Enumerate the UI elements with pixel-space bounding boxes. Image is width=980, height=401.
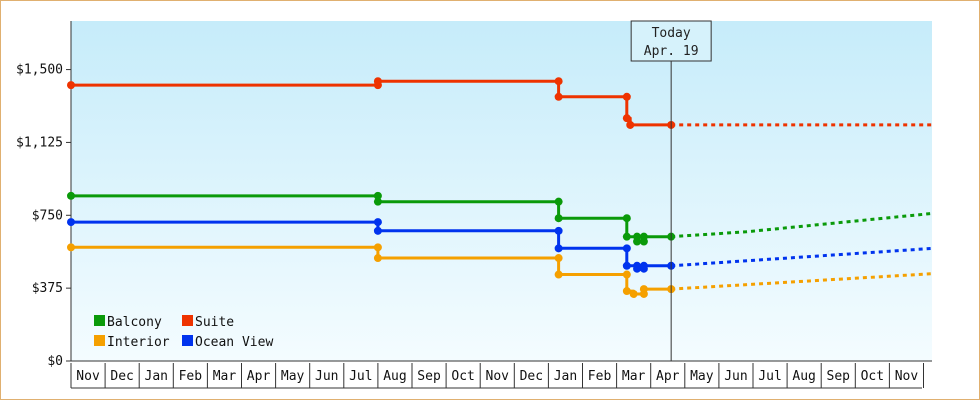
series-forecast-balcony: [671, 211, 934, 239]
data-point-ocean-view: [639, 261, 648, 270]
data-point-balcony: [67, 191, 75, 200]
y-tick-label: $0: [47, 354, 63, 369]
data-point-interior: [67, 243, 75, 252]
y-tick-label: $1,500: [16, 63, 63, 78]
x-tick-label: Feb: [588, 369, 612, 384]
data-point-ocean-view: [373, 218, 382, 227]
x-tick-label: Aug: [383, 369, 406, 384]
x-tick-label: Oct: [861, 369, 884, 384]
data-point-suite: [373, 77, 382, 86]
series-forecast-ocean-view: [671, 246, 934, 268]
x-tick-label: Nov: [486, 369, 510, 384]
data-point-balcony: [633, 237, 642, 246]
x-tick-label: Mar: [622, 369, 646, 384]
x-tick-label: Nov: [895, 369, 919, 384]
data-point-balcony: [373, 191, 382, 200]
x-tick-label: Jul: [349, 369, 372, 384]
x-tick-label: Oct: [451, 369, 474, 384]
legend-swatch: [94, 315, 105, 326]
data-point-balcony: [554, 197, 563, 206]
legend-label: Ocean View: [195, 335, 273, 350]
x-tick-label: Jun: [724, 369, 747, 384]
x-tick-label: Mar: [213, 369, 237, 384]
data-point-interior: [622, 270, 631, 279]
data-point-interior: [373, 254, 382, 263]
x-tick-label: Dec: [110, 369, 133, 384]
data-point-interior: [629, 289, 638, 298]
x-tick-label: May: [690, 369, 714, 384]
x-tick-label: Apr: [247, 369, 271, 384]
data-point-ocean-view: [633, 264, 642, 273]
series-forecast-interior: [671, 272, 934, 291]
data-point-ocean-view: [554, 244, 563, 253]
today-indicator: Today Apr. 19: [630, 20, 712, 361]
x-tick-label: Jun: [315, 369, 338, 384]
x-tick-label: Jan: [145, 369, 168, 384]
data-point-suite: [622, 114, 631, 123]
data-point-suite: [67, 81, 75, 90]
y-tick-label: $375: [32, 281, 63, 296]
data-point-suite: [554, 92, 563, 101]
legend-label: Interior: [107, 335, 170, 350]
data-point-balcony: [554, 214, 563, 223]
legend-swatch: [182, 335, 193, 346]
today-box: [630, 20, 712, 62]
data-point-ocean-view: [67, 218, 75, 227]
data-point-balcony: [622, 214, 631, 223]
series-markers: [67, 77, 676, 298]
data-point-balcony: [622, 232, 631, 241]
data-point-suite: [622, 92, 631, 101]
data-point-balcony: [373, 197, 382, 206]
legend-swatch: [94, 335, 105, 346]
data-point-ocean-view: [622, 244, 631, 253]
data-point-balcony: [639, 232, 648, 241]
plot-background: [71, 21, 932, 361]
legend-label: Suite: [195, 315, 234, 330]
x-tick-label: Nov: [76, 369, 100, 384]
x-tick-label: Sep: [417, 369, 441, 384]
legend-swatch: [182, 315, 193, 326]
legend: Balcony Suite Interior Ocean View: [94, 315, 273, 350]
y-tick-label: $750: [32, 208, 63, 223]
data-point-interior: [622, 287, 631, 296]
data-point-suite: [554, 77, 563, 86]
x-tick-label: Jan: [554, 369, 577, 384]
x-tick-label: Apr: [656, 369, 680, 384]
axes: $0 $375 $750 $1,125 $1,500 Nov Dec Jan Feb Mar Apr…: [16, 21, 932, 389]
legend-label: Balcony: [107, 315, 162, 330]
data-point-interior: [639, 285, 648, 294]
x-tick-label: Aug: [792, 369, 815, 384]
data-point-interior: [373, 243, 382, 252]
data-point-ocean-view: [373, 226, 382, 235]
x-tick-label: Feb: [179, 369, 203, 384]
x-tick-label: Dec: [520, 369, 543, 384]
x-tick-label: Sep: [827, 369, 851, 384]
data-point-interior: [554, 254, 563, 263]
data-point-ocean-view: [554, 226, 563, 235]
x-tick-label: Jul: [758, 369, 781, 384]
data-point-interior: [554, 270, 563, 279]
data-point-suite: [626, 120, 635, 129]
y-tick-label: $1,125: [16, 135, 63, 150]
today-date: Apr. 19: [644, 44, 699, 59]
data-point-ocean-view: [622, 261, 631, 270]
today-label: Today: [652, 26, 691, 41]
x-tick-label: May: [281, 369, 305, 384]
